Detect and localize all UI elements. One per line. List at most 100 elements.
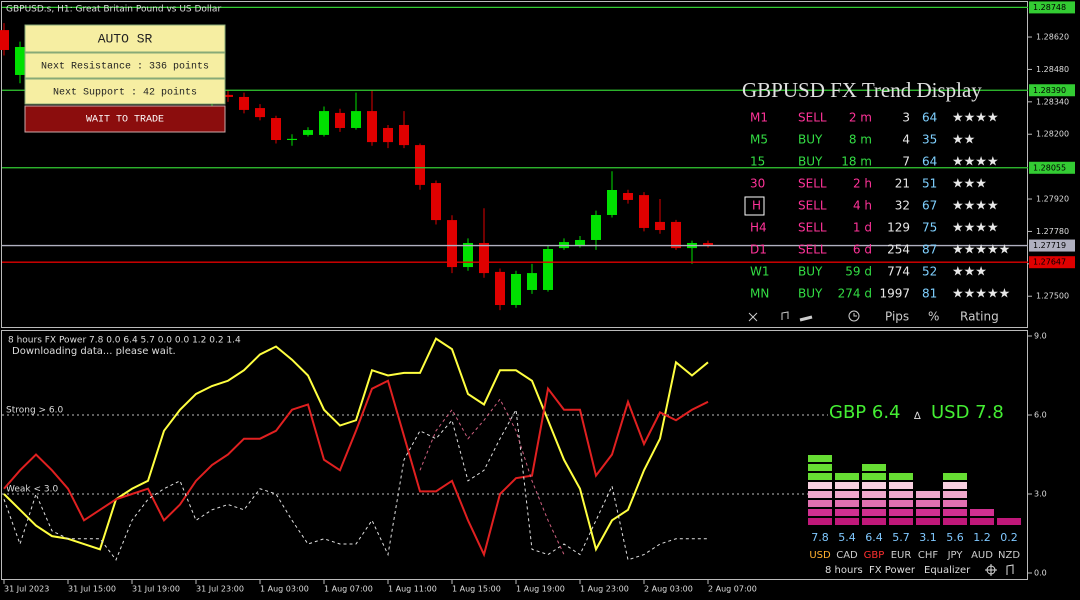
candle-body [447, 220, 457, 268]
auto-sr-title: AUTO SR [98, 31, 153, 46]
equalizer-segment [835, 482, 859, 489]
equalizer-segment [862, 509, 886, 516]
close-icon [748, 312, 758, 322]
trend-cell: 274 d [838, 287, 872, 301]
trend-cell: W1 [750, 265, 770, 279]
trend-footer-icons [748, 310, 860, 322]
power-line [419, 398, 565, 555]
candle-body [479, 242, 489, 274]
clock-icon [848, 310, 860, 322]
y-tick-label: 1.27780 [1036, 227, 1069, 236]
time-label: 1 Aug 03:00 [260, 585, 309, 594]
indicator-panel-frame [1, 330, 1028, 580]
equalizer-value: 1.2 [973, 531, 991, 544]
auto-sr-title-box [24, 24, 226, 53]
resistance-box [24, 52, 226, 79]
power-line [3, 379, 709, 558]
y-tick-label: 1.27920 [1036, 195, 1069, 204]
candle-body [591, 214, 601, 240]
equalizer-currency: CHF [918, 550, 939, 561]
time-label: 2 Aug 03:00 [644, 585, 693, 594]
equalizer-segment [808, 473, 832, 480]
action-text: WAIT TO TRADE [86, 115, 164, 126]
equalizer-segment [835, 473, 859, 480]
trend-cell: ★★★ [952, 177, 987, 192]
trend-cell: ★★★★ [952, 199, 999, 214]
equalizer-segment [862, 518, 886, 525]
indicator-header: 8 hours FX Power 7.8 0.0 6.4 5.7 0.0 0.0… [8, 336, 241, 346]
fx-power-lines: 9.0 6.0 3.0 0.0 Strong > 6.0 Weak < 3.0 [2, 332, 1047, 578]
trend-cell: SELL [798, 111, 827, 125]
candle-body [319, 111, 329, 135]
y-tick-label: 1.28480 [1036, 65, 1069, 74]
equalizer-segment [970, 518, 994, 525]
trend-cell: ★★★★ [952, 155, 999, 170]
price-level-label: 1.28055 [1033, 163, 1066, 172]
toolbar-icons [985, 564, 1014, 576]
y-tick-label: 9.0 [1034, 332, 1047, 341]
support-box [24, 78, 226, 105]
equalizer-currency: EUR [891, 550, 912, 561]
indicator-status: Downloading data... please wait. [12, 346, 176, 357]
trend-cell: 4 h [853, 199, 872, 213]
time-label: 1 Aug 07:00 [324, 585, 373, 594]
equalizer-segment [835, 491, 859, 498]
equalizer-segment [808, 482, 832, 489]
resistance-text: Next Resistance : 336 points [41, 61, 209, 73]
candle-body [703, 242, 713, 246]
candle-body [223, 94, 233, 97]
equalizer-currency: GBP [864, 550, 885, 561]
trend-cell: BUY [798, 287, 823, 301]
candle-body [0, 30, 9, 50]
equalizer-segment [862, 464, 886, 471]
equalizer-currency: JPY [947, 550, 964, 561]
price-level-box [1029, 239, 1075, 252]
equalizer-segment [835, 500, 859, 507]
time-label: 31 Jul 15:00 [68, 585, 116, 594]
y-tick-label: 1.28620 [1036, 33, 1069, 42]
power-line [3, 337, 709, 552]
trend-cell: MN [750, 287, 769, 301]
trend-cell: 64 [922, 155, 937, 169]
time-label: 31 Jul 23:00 [196, 585, 244, 594]
power-line [3, 408, 708, 561]
equalizer-currency: USD [809, 550, 831, 561]
y-tick-label: 6.0 [1034, 411, 1047, 420]
toolbar-label: FX Power [869, 565, 916, 576]
trend-cell: 30 [750, 177, 765, 191]
trend-cell: 35 [922, 133, 937, 147]
equalizer-value: 6.4 [865, 531, 883, 544]
time-label: 1 Aug 23:00 [580, 585, 629, 594]
time-label: 31 Jul 2023 [4, 585, 49, 594]
price-level-label: 1.28390 [1033, 86, 1066, 95]
time-label: 31 Jul 19:00 [132, 585, 180, 594]
trend-cell: 18 m [841, 155, 872, 169]
trend-cell: 8 m [849, 133, 872, 147]
trend-cell: 774 [887, 265, 910, 279]
price-level-box [1029, 1, 1075, 14]
trend-cell: 32 [895, 199, 910, 213]
toolbar-label: Equalizer [924, 565, 971, 576]
candle-body [639, 195, 649, 228]
trend-cell: 64 [922, 111, 937, 125]
equalizer-currency: CAD [836, 550, 858, 561]
equalizer-segment [808, 455, 832, 462]
equalizer-segment [916, 500, 940, 507]
price-level-label: 1.28748 [1033, 3, 1066, 12]
equalizer-segment [889, 482, 913, 489]
trend-cell: 2 h [853, 177, 872, 191]
candle-body [367, 111, 377, 143]
candle-body [511, 274, 521, 306]
time-axis: 31 Jul 2023 31 Jul 15:00 31 Jul 19:00 31 Ju… [3, 580, 757, 594]
equalizer-segment [835, 518, 859, 525]
equalizer: 7.8 USD 5.4 CAD 6.4 GBP 5.7 EUR 3.1 CHF 5.6 JPY 1.2 A… [808, 455, 1021, 576]
candle-body [463, 242, 473, 268]
trend-cell: 4 [902, 133, 910, 147]
equalizer-segment [835, 509, 859, 516]
trend-cell: D1 [750, 243, 767, 257]
trend-cell: 21 [895, 177, 910, 191]
equalizer-segment [808, 518, 832, 525]
candle-body [15, 46, 25, 75]
trend-footer: % [928, 310, 939, 324]
